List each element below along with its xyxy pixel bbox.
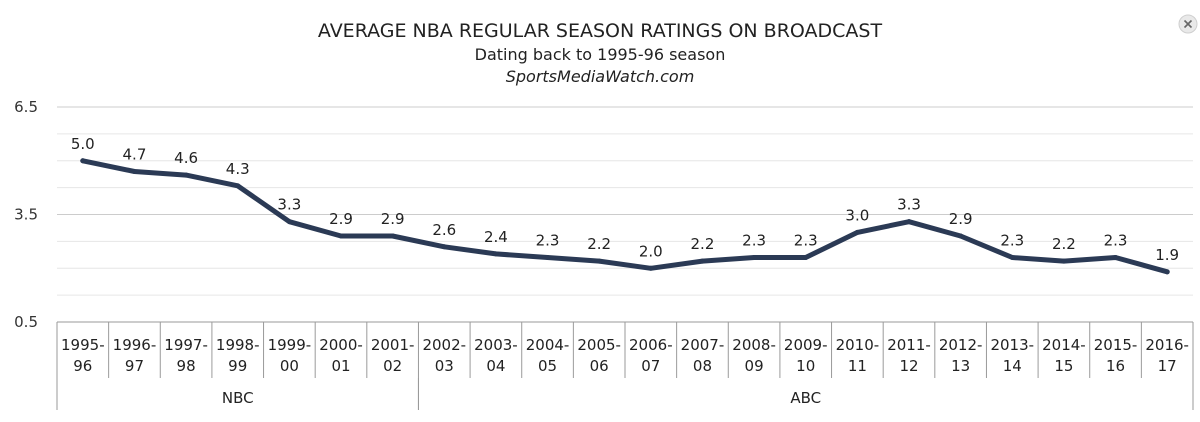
data-label: 2.3: [536, 232, 560, 250]
x-tick-label: 2008-09: [732, 336, 776, 375]
x-tick-label: 1999-00: [268, 336, 312, 375]
data-point: [1009, 255, 1015, 260]
data-point: [906, 219, 912, 225]
data-label: 3.3: [897, 196, 921, 214]
x-tick-label: 2002-03: [422, 336, 466, 375]
x-tick-label: 1998-99: [216, 336, 260, 375]
data-label: 2.3: [1000, 232, 1024, 250]
data-label: 2.6: [432, 221, 456, 239]
data-point: [390, 233, 396, 239]
y-axis: 0.5 3.5 6.5: [14, 98, 38, 331]
x-tick-label: 2014-15: [1042, 336, 1086, 375]
data-point: [1164, 269, 1170, 275]
data-label: 3.0: [845, 206, 869, 224]
data-label: 2.2: [1052, 235, 1076, 253]
x-tick-label: 2000-01: [319, 336, 363, 375]
y-tick-label: 6.5: [14, 98, 38, 116]
data-label: 4.7: [123, 146, 147, 164]
data-label: 4.3: [226, 160, 250, 178]
data-label: 2.9: [949, 210, 973, 228]
data-point: [493, 251, 499, 257]
x-tick-label: 2006-07: [629, 336, 673, 375]
x-tick-label: 2015-16: [1094, 336, 1138, 375]
network-groups: NBC ABC: [56, 378, 1194, 410]
x-tick-label: 2003-04: [474, 336, 518, 375]
data-point: [235, 183, 241, 189]
data-point: [596, 258, 602, 264]
grid: [57, 106, 1193, 296]
data-label: 2.3: [742, 232, 766, 250]
data-label: 2.3: [794, 232, 818, 250]
x-tick-label: 2016-17: [1145, 336, 1189, 375]
data-label: 2.0: [639, 242, 663, 260]
data-point: [131, 169, 137, 174]
x-axis: 1995-961996-971997-981998-991999-002000-…: [56, 321, 1194, 378]
data-point: [958, 233, 964, 239]
data-label: 3.3: [277, 196, 301, 214]
data-label: 2.9: [329, 210, 353, 228]
data-label: 2.3: [1104, 232, 1128, 250]
x-tick-label: 2009-10: [784, 336, 828, 375]
data-label: 4.6: [174, 149, 198, 167]
data-point: [699, 258, 705, 264]
data-point: [545, 255, 551, 260]
group-label: NBC: [222, 389, 254, 407]
data-point: [183, 172, 189, 178]
group-label: ABC: [790, 389, 821, 407]
x-tick-label: 2004-05: [526, 336, 570, 375]
data-point: [1061, 258, 1067, 264]
chart-subtitle: Dating back to 1995-96 season: [475, 45, 726, 64]
data-label: 1.9: [1155, 246, 1179, 264]
data-point: [854, 229, 860, 235]
data-point: [441, 244, 447, 250]
data-point: [648, 265, 654, 271]
data-label: 2.2: [587, 235, 611, 253]
data-label: 2.2: [691, 235, 715, 253]
data-label: 5.0: [71, 135, 95, 153]
data-point: [1113, 255, 1119, 260]
chart-title: AVERAGE NBA REGULAR SEASON RATINGS ON BR…: [318, 20, 883, 42]
x-tick-label: 2010-11: [836, 336, 880, 375]
x-tick-label: 2007-08: [681, 336, 725, 375]
data-point: [751, 255, 757, 260]
x-tick-label: 1997-98: [164, 336, 208, 375]
data-point: [338, 233, 344, 239]
close-icon[interactable]: [1178, 14, 1198, 34]
data-label: 2.9: [381, 210, 405, 228]
y-tick-label: 0.5: [14, 313, 38, 331]
y-tick-label: 3.5: [14, 206, 38, 224]
x-tick-label: 2011-12: [887, 336, 931, 375]
data-labels: 5.0 4.7 4.6 4.3 3.3 2.9 2.9 2.6 2.4 2.3 2.2 2.0 2.2 2…: [71, 135, 1179, 264]
data-point: [80, 158, 86, 164]
x-tick-label: 1996-97: [113, 336, 157, 375]
chart-source: SportsMediaWatch.com: [506, 67, 695, 86]
series-line: [80, 158, 1170, 275]
x-tick-label: 2001-02: [371, 336, 415, 375]
data-point: [286, 219, 292, 225]
x-tick-label: 2012-13: [939, 336, 983, 375]
x-tick-label: 2013-14: [990, 336, 1034, 375]
series: [80, 158, 1170, 275]
data-point: [803, 255, 809, 260]
x-tick-label: 2005-06: [577, 336, 621, 375]
x-tick-label: 1995-96: [61, 336, 105, 375]
data-label: 2.4: [484, 228, 508, 246]
